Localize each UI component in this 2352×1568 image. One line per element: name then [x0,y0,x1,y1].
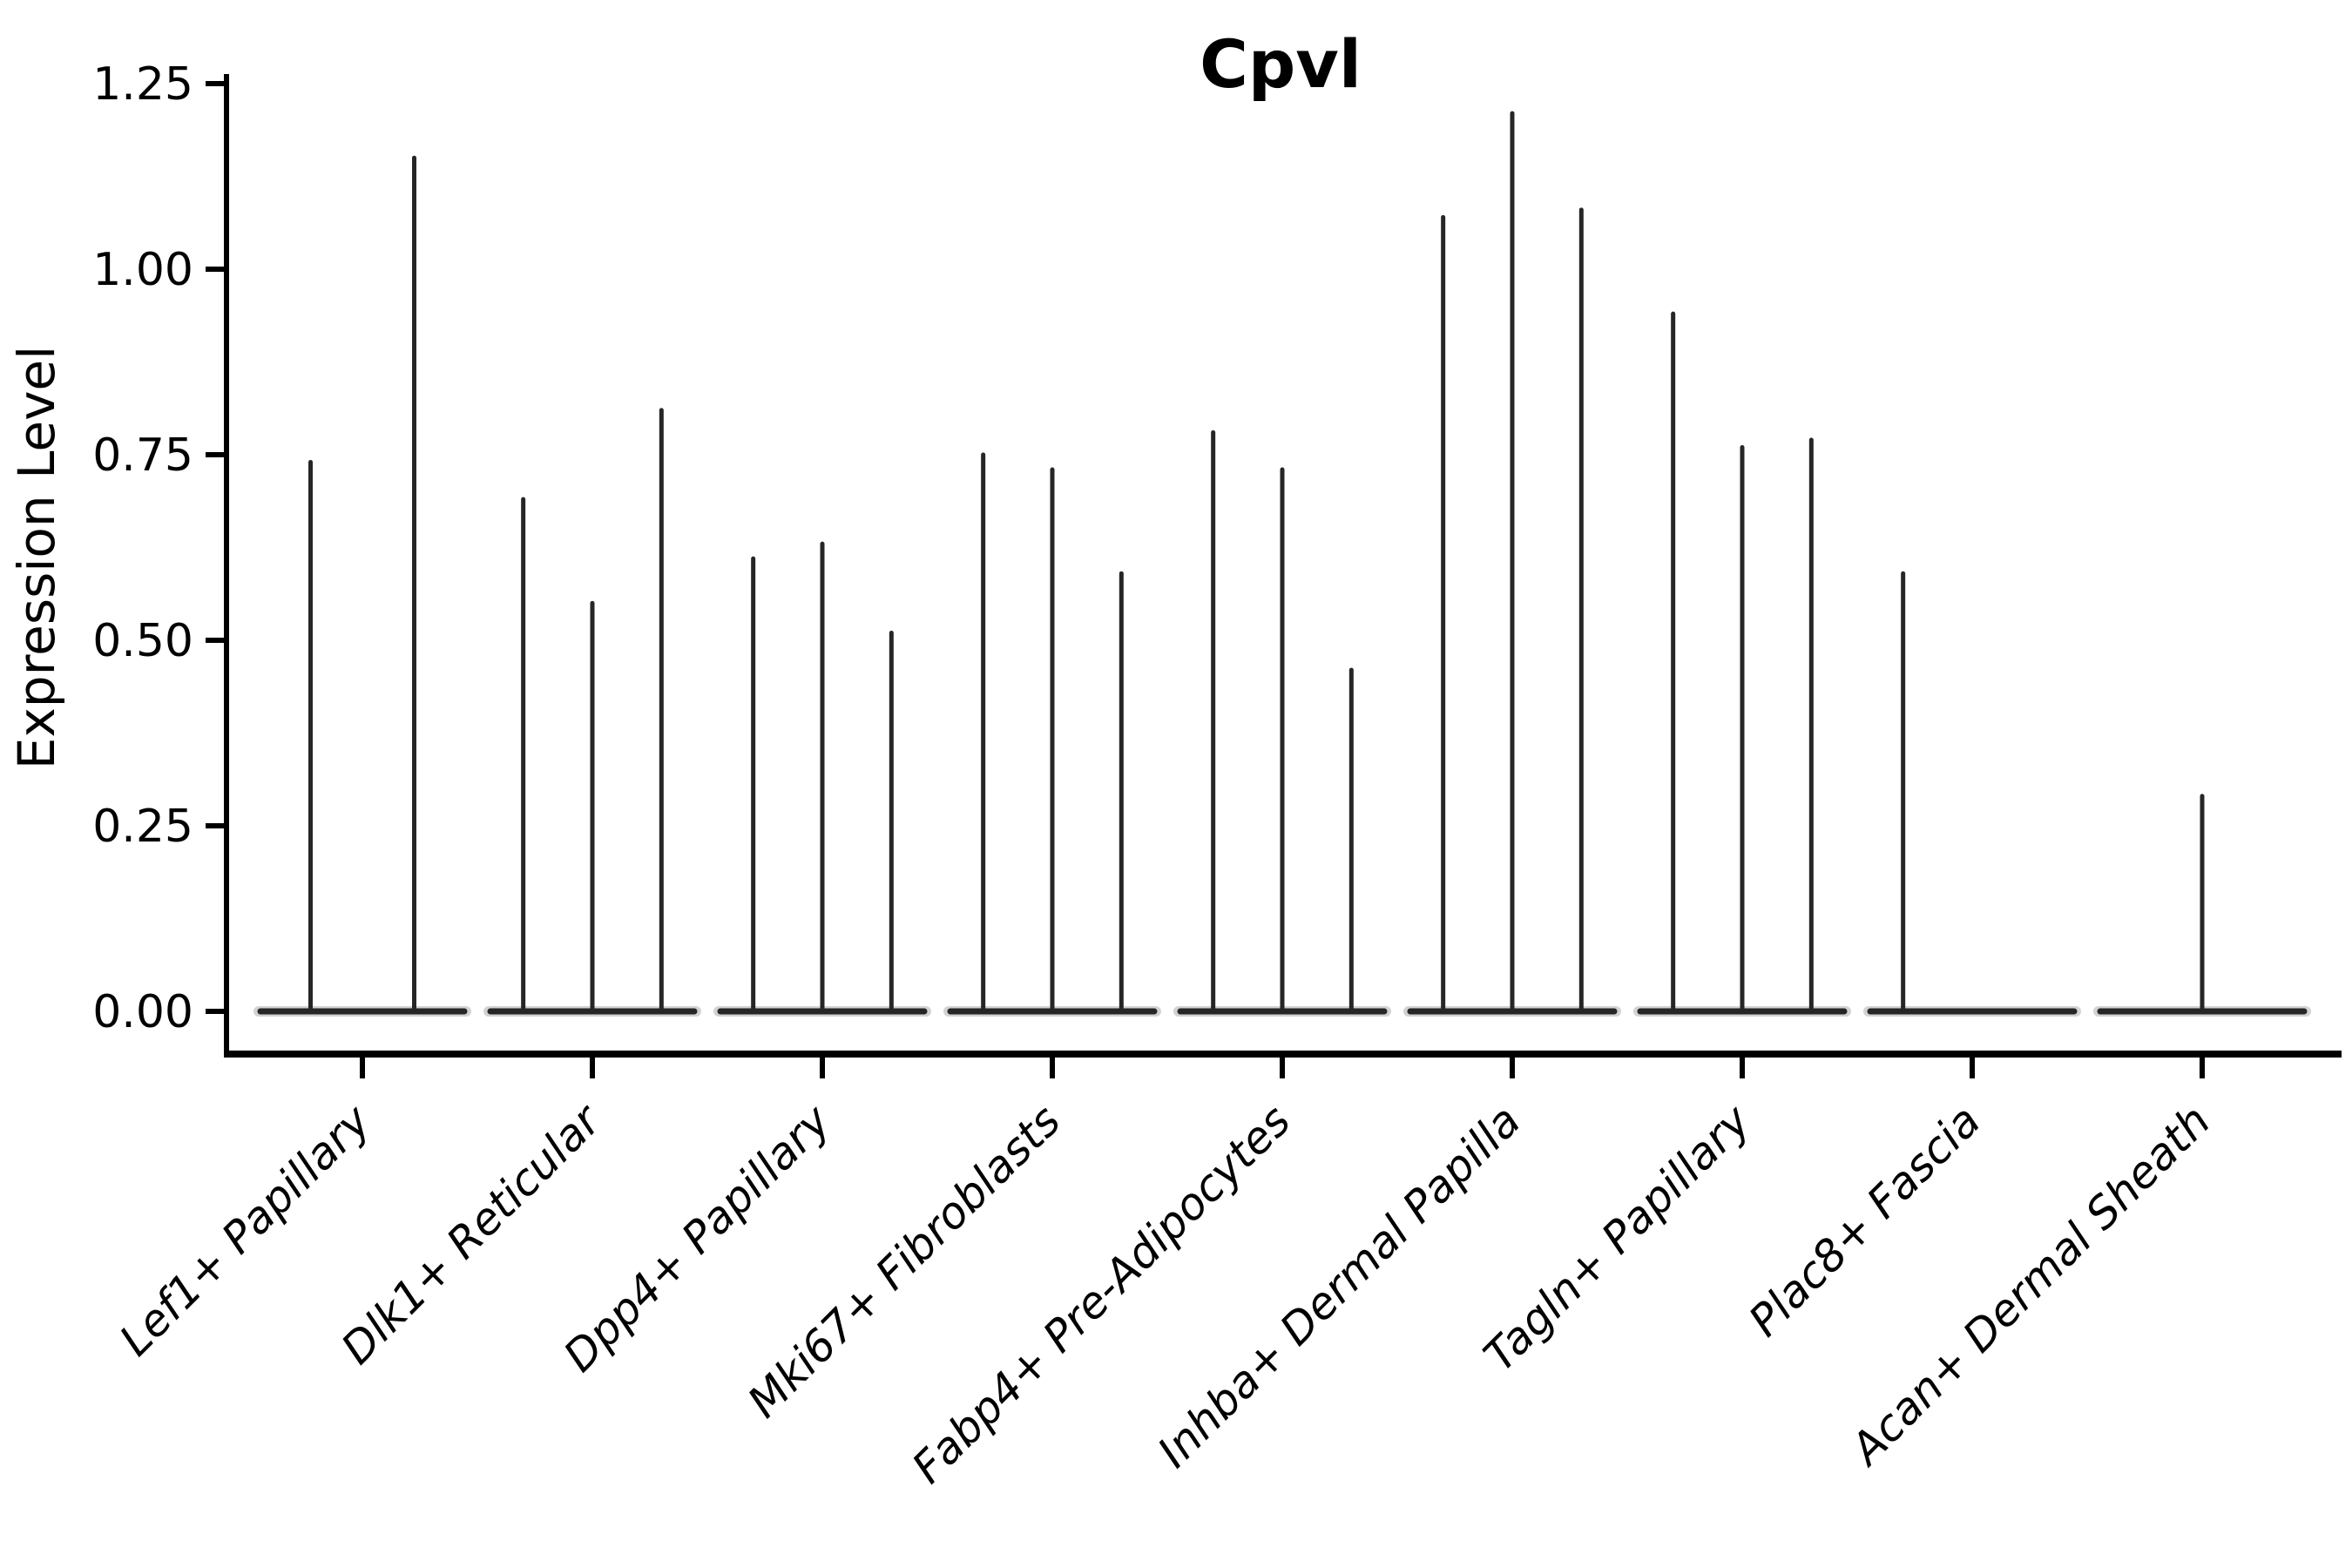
y-tick-label: 0.25 [92,801,193,853]
violin-group [1863,571,2081,1017]
violin-group [713,541,931,1017]
x-category-label: Inhba+ Dermal Papilla [1148,1095,1530,1477]
violin-group [1403,111,1621,1017]
chart-title: Cpvl [1200,25,1362,103]
y-axis-label: Expression Level [7,346,66,769]
y-tick-label: 1.00 [92,244,193,296]
violin-group [1633,311,1851,1017]
x-category-label: Plac8+ Fascia [1740,1095,1990,1346]
axes-layer [206,74,2342,1078]
y-tick-label: 0.00 [92,986,193,1038]
violin-group [253,155,471,1017]
x-category-label: Fabp4+ Pre-Adipocytes [902,1095,1301,1493]
violin-group [483,408,701,1017]
y-tick-label: 0.50 [92,615,193,667]
violin-group [1173,429,1391,1017]
y-tick-label: 0.75 [92,429,193,482]
violin-group [2093,794,2311,1017]
violin-layer [253,111,2311,1017]
violin-group [943,452,1161,1017]
x-category-label: Lef1+ Papillary [110,1094,381,1365]
y-tick-label: 1.25 [92,58,193,111]
